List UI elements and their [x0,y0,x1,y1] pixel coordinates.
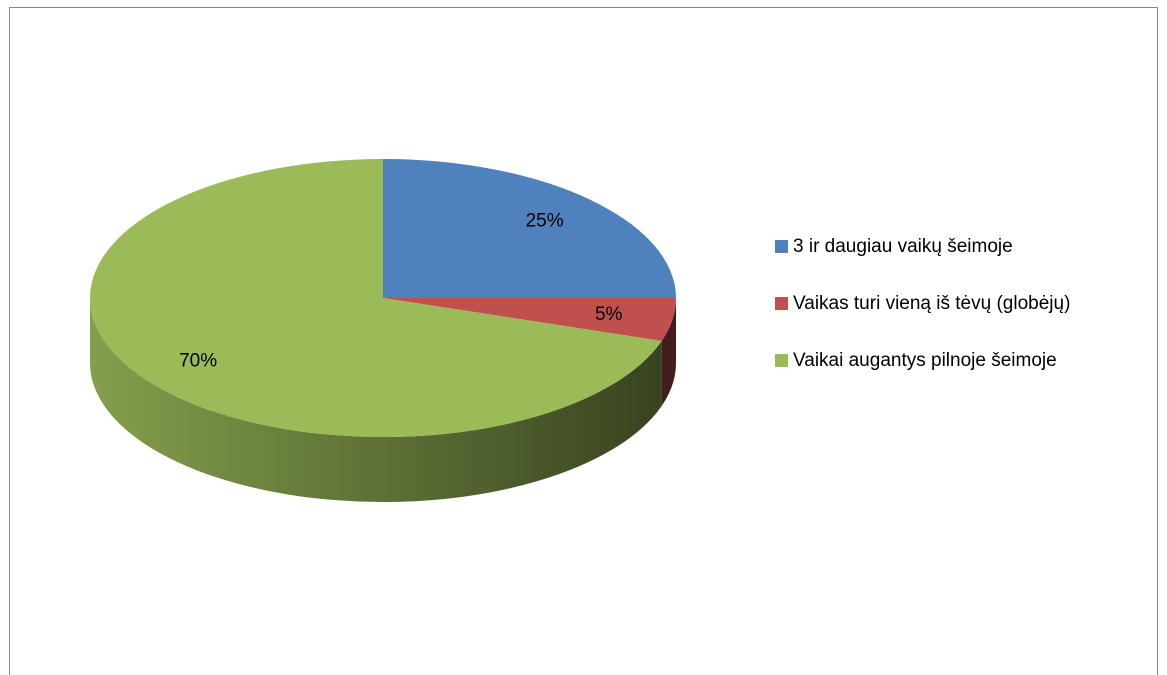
legend-label: Vaikai augantys pilnoje šeimoje [793,350,1057,371]
legend-swatch [775,240,788,253]
data-label: 5% [595,304,623,325]
data-label: 70% [179,351,217,372]
slice [383,298,676,341]
legend-swatch [775,297,788,310]
legend-swatch [775,354,788,367]
legend-label: 3 ir daugiau vaikų šeimoje [793,236,1013,257]
slice [89,159,662,437]
legend-label: Vaikas turi vieną iš tėvų (globėjų) [793,293,1070,314]
data-label: 25% [526,210,564,231]
slice-side [90,298,662,502]
slice-side [661,298,676,406]
slice [383,159,676,298]
